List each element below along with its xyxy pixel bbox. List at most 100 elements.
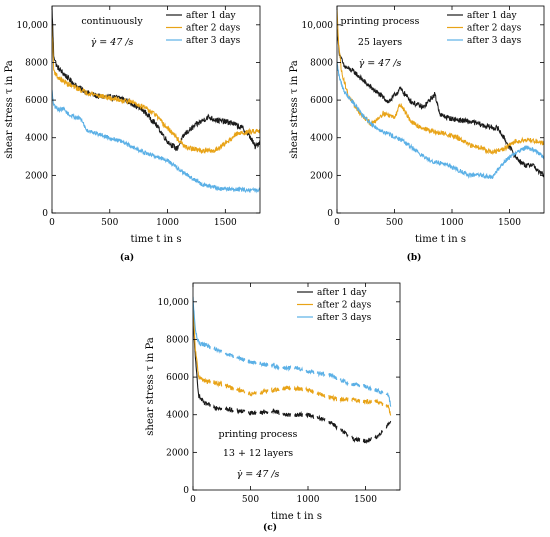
x-axis-label: time t in s (271, 511, 322, 522)
series-line-2-seg-2 (224, 383, 234, 391)
legend: after 1 day after 2 days after 3 days (297, 288, 372, 323)
panel-label: (c) (263, 522, 277, 533)
legend-entry-3: after 3 days (186, 36, 241, 46)
series-line-1-seg-4 (247, 410, 257, 416)
y-tick-label: 0 (327, 209, 333, 219)
annotation: printing process (341, 16, 420, 27)
series-line-3 (337, 61, 544, 179)
annotation: continuously (81, 16, 143, 27)
y-tick-label: 6000 (310, 96, 333, 106)
series-line-1-seg-13 (351, 435, 361, 443)
x-tick-label: 1500 (354, 495, 377, 505)
annotation: printing process (219, 429, 298, 440)
chart-panel-b: 0 500 1000 1500 0 2000 4000 6000 8000 10,000 time … (289, 5, 545, 263)
y-axis-label: shear stress τ in Pa (145, 337, 156, 436)
series-line-3-seg-6 (270, 362, 280, 371)
legend-entry-1: after 1 day (467, 11, 518, 21)
y-tick-label: 8000 (25, 58, 48, 68)
series-line-2-seg-12 (339, 396, 349, 404)
x-tick-label: 500 (242, 495, 259, 505)
legend-entry-2: after 2 days (186, 24, 241, 34)
series-line-1-seg-2 (224, 406, 234, 413)
series-group (337, 8, 544, 179)
series-line-3-seg-7 (282, 364, 292, 372)
series-group (193, 296, 392, 444)
x-axis-label: time t in s (131, 234, 182, 245)
series-line-3-seg-12 (339, 377, 349, 387)
y-tick-label: 4000 (166, 411, 189, 421)
annotation: γ̇ = 47 /s (359, 58, 402, 69)
legend-entry-2: after 2 days (317, 301, 372, 311)
panel-label: (b) (407, 252, 422, 263)
series-line-1-seg-5 (259, 408, 269, 415)
y-tick-label: 10,000 (17, 21, 49, 31)
panel-label: (a) (120, 252, 134, 263)
x-tick-label: 0 (49, 218, 55, 228)
y-tick-label: 2000 (166, 448, 189, 458)
series-line-3-seg-15 (374, 387, 384, 395)
series-line-3-seg-8 (293, 365, 303, 372)
x-tick-label: 1000 (156, 218, 179, 228)
x-tick-label: 1000 (297, 495, 320, 505)
x-tick-label: 1000 (441, 218, 464, 228)
y-tick-label: 2000 (25, 171, 48, 181)
x-tick-label: 500 (386, 218, 403, 228)
plot-frame (192, 282, 401, 491)
y-tick-label: 10,000 (302, 21, 334, 31)
series-line-2-seg-9 (305, 386, 314, 394)
y-axis-label: shear stress τ in Pa (289, 60, 300, 159)
plot-frame (336, 5, 545, 214)
series-line-1-seg-3 (236, 408, 246, 415)
series-line-1-seg-15 (374, 429, 383, 440)
series-line-2-seg-11 (328, 394, 338, 402)
annotation: γ̇ = 47 /s (237, 469, 280, 480)
series-line-3-seg-11 (328, 372, 338, 381)
series-line-2-seg-16 (385, 404, 392, 416)
series-line-2-seg-4 (247, 390, 257, 397)
series-line-1-seg-16 (385, 420, 392, 429)
annotation: γ̇ = 47 /s (91, 37, 134, 48)
legend: after 1 day after 2 days after 3 days (447, 11, 522, 46)
series-line-3-seg-10 (316, 371, 326, 378)
series-line-3-seg-0 (193, 296, 211, 350)
series-line-1-seg-9 (305, 412, 315, 419)
series-line-3 (52, 89, 260, 194)
y-tick-label: 8000 (310, 58, 333, 68)
series-line-3-seg-13 (351, 382, 361, 388)
x-tick-label: 1500 (498, 218, 521, 228)
x-tick-label: 0 (190, 495, 196, 505)
y-tick-label: 0 (183, 486, 189, 496)
y-tick-label: 8000 (166, 335, 189, 345)
legend-entry-3: after 3 days (467, 36, 522, 46)
y-tick-label: 6000 (25, 96, 48, 106)
series-line-3-seg-2 (224, 352, 234, 359)
series-line-2-seg-15 (374, 398, 384, 406)
series-line-2-seg-3 (236, 386, 246, 394)
series-line-3-seg-5 (259, 361, 269, 368)
series-line-3-seg-3 (236, 355, 246, 362)
legend-entry-1: after 1 day (186, 11, 237, 21)
series-line-1-seg-11 (328, 420, 338, 431)
series-line-1-seg-10 (316, 414, 326, 422)
series-group (52, 6, 260, 194)
series-line-2-seg-14 (362, 398, 372, 405)
series-line-3-seg-14 (362, 384, 372, 392)
annotation: 25 layers (358, 37, 402, 48)
series-line-2-seg-13 (351, 397, 361, 404)
y-tick-label: 4000 (310, 134, 333, 144)
series-line-1-seg-1 (213, 404, 223, 412)
series-line-2-seg-6 (270, 386, 280, 393)
series-line-3-seg-4 (247, 359, 257, 366)
series-line-1-seg-8 (294, 410, 303, 418)
series-line-1 (337, 29, 544, 178)
legend-entry-1: after 1 day (317, 288, 368, 298)
series-line-1-seg-0 (193, 309, 211, 407)
chart-panel-a: 0 500 1000 1500 0 2000 4000 6000 8000 10,000 time … (4, 5, 261, 263)
series-line-2-seg-7 (282, 385, 292, 391)
series-line-3-seg-9 (305, 369, 315, 375)
x-tick-label: 500 (101, 218, 118, 228)
series-line-2-seg-10 (316, 391, 326, 398)
series-line-1-seg-14 (362, 437, 372, 444)
x-axis-label: time t in s (415, 234, 466, 245)
